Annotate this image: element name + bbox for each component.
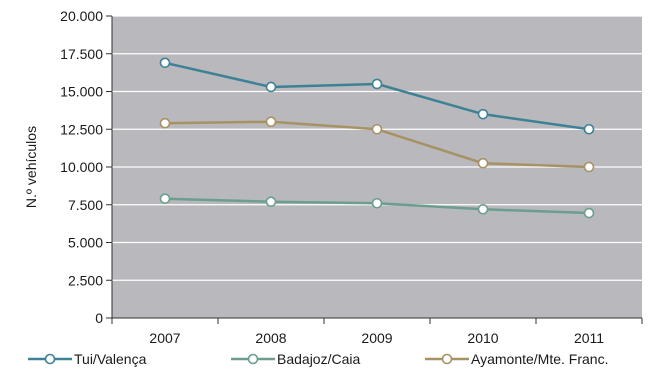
legend-marker bbox=[44, 353, 56, 365]
data-point bbox=[371, 197, 383, 209]
data-point bbox=[159, 193, 171, 205]
y-tick-label: 12.500 bbox=[60, 121, 103, 137]
data-point bbox=[265, 81, 277, 93]
legend-label: Tui/Valença bbox=[74, 351, 147, 367]
x-tick-label: 2009 bbox=[361, 330, 392, 346]
x-tick-label: 2011 bbox=[574, 330, 604, 346]
y-tick-label: 7.500 bbox=[68, 197, 103, 213]
legend-label: Badajoz/Caia bbox=[277, 351, 360, 367]
x-tick-label: 2010 bbox=[467, 330, 498, 346]
y-tick-label: 20.000 bbox=[60, 8, 103, 24]
data-point bbox=[583, 207, 595, 219]
data-point bbox=[265, 196, 277, 208]
y-tick-label: 15.000 bbox=[60, 84, 103, 100]
x-tick-labels: 2007 2008 2009 2010 2011 bbox=[149, 330, 604, 346]
data-point bbox=[477, 157, 489, 169]
y-tick-label: 2.500 bbox=[68, 272, 103, 288]
x-tick-label: 2007 bbox=[149, 330, 180, 346]
data-point bbox=[583, 161, 595, 173]
data-point bbox=[583, 123, 595, 135]
y-tick-labels: 0 2.500 5.000 7.500 10.000 12.500 15.000 17.500… bbox=[60, 8, 103, 326]
legend-marker bbox=[441, 353, 453, 365]
y-tick-label: 5.000 bbox=[68, 235, 103, 251]
data-point bbox=[371, 123, 383, 135]
data-point bbox=[159, 117, 171, 129]
y-tick-label: 0 bbox=[95, 310, 103, 326]
y-tick-label: 10.000 bbox=[60, 159, 103, 175]
y-tick-label: 17.500 bbox=[60, 46, 103, 62]
data-point bbox=[159, 57, 171, 69]
data-point bbox=[265, 116, 277, 127]
axes bbox=[106, 15, 643, 324]
x-tick-label: 2008 bbox=[255, 330, 286, 346]
legend: Tui/Valença Badajoz/Caia Ayamonte/Mte. Fra… bbox=[28, 351, 608, 367]
y-axis-title: N.º vehículos bbox=[23, 126, 39, 208]
data-point bbox=[477, 108, 489, 120]
data-point bbox=[477, 203, 489, 215]
series-lines bbox=[159, 57, 595, 219]
legend-label: Ayamonte/Mte. Franc. bbox=[471, 351, 608, 367]
legend-marker bbox=[247, 353, 259, 365]
data-point bbox=[371, 78, 383, 90]
